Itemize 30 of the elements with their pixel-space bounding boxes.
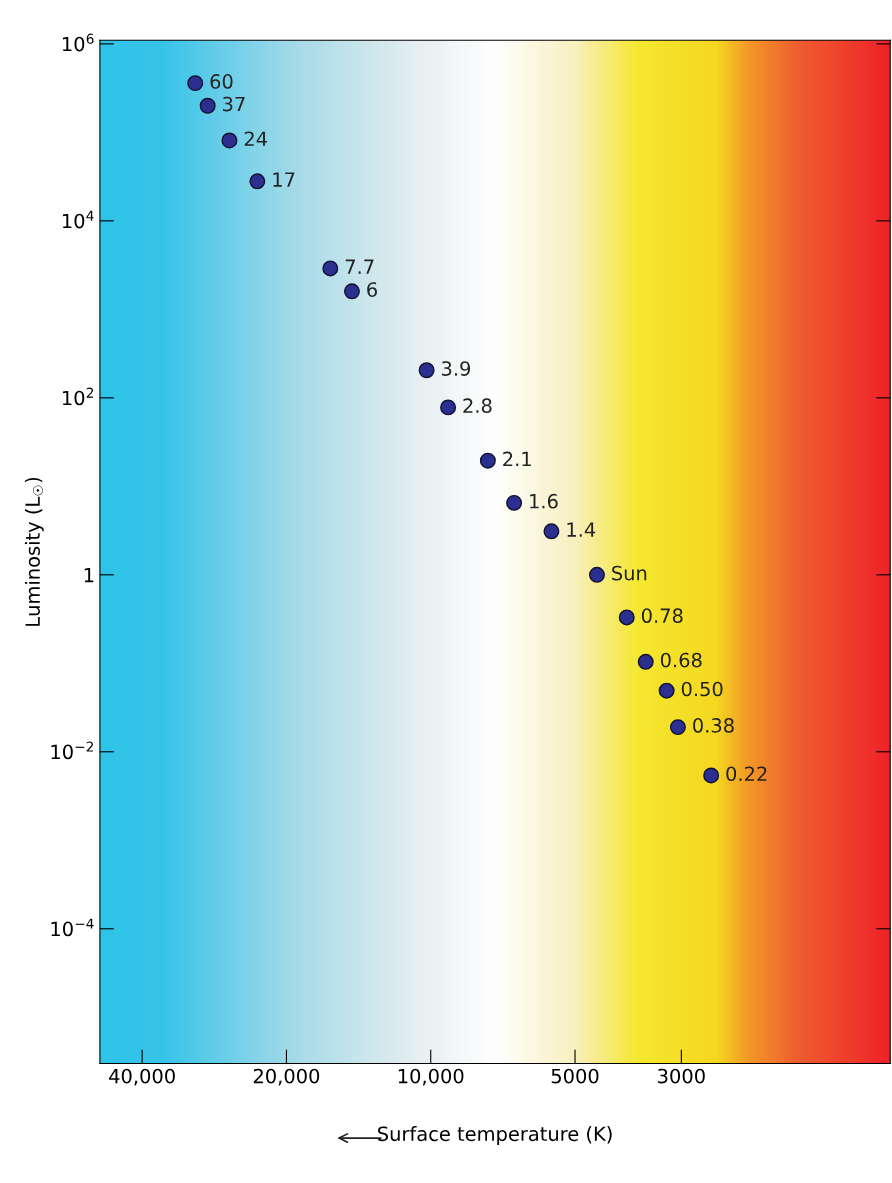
annotation: Sun	[612, 565, 647, 581]
annotation: 37	[223, 96, 245, 112]
annotation: 24	[244, 131, 267, 146]
y-tick-label: 10$^{2}$	[62, 387, 94, 406]
annotation: 3.9	[441, 361, 471, 376]
x-axis-title: Surface temperature (K)	[378, 1126, 612, 1145]
annotation: 0.68	[660, 652, 702, 668]
x-tick-label: 5000	[551, 1068, 599, 1084]
x-tick-label: 10,000	[398, 1068, 464, 1086]
annotation: 7.7	[345, 259, 374, 274]
y-tick-label: 10$^{4}$	[62, 210, 94, 229]
y-tick-label: 1	[84, 568, 94, 583]
annotation: 1.6	[530, 493, 558, 509]
x-tick-label: 40,000	[109, 1068, 175, 1086]
annotation: 1.4	[567, 522, 596, 537]
annotation: 0.78	[641, 608, 683, 624]
annotation: 0.38	[693, 718, 734, 733]
x-tick-label: 20,000	[253, 1068, 320, 1086]
annotation: 6	[367, 282, 377, 297]
y-tick-label: 10$^{−2}$	[51, 741, 93, 760]
x-tick-label: 3000	[658, 1068, 705, 1084]
annotation: 17	[273, 172, 295, 187]
annotation: 0.50	[681, 681, 723, 697]
y-tick-label: 10$^{6}$	[62, 33, 94, 52]
y-tick-label: 10$^{−4}$	[51, 918, 94, 937]
annotation: 60	[210, 74, 233, 89]
y-axis-title: Luminosity (L$_{☉}$)	[24, 477, 44, 626]
annotation: 2.1	[503, 451, 531, 467]
annotation: 2.8	[463, 398, 492, 414]
annotation: 0.22	[726, 766, 767, 782]
